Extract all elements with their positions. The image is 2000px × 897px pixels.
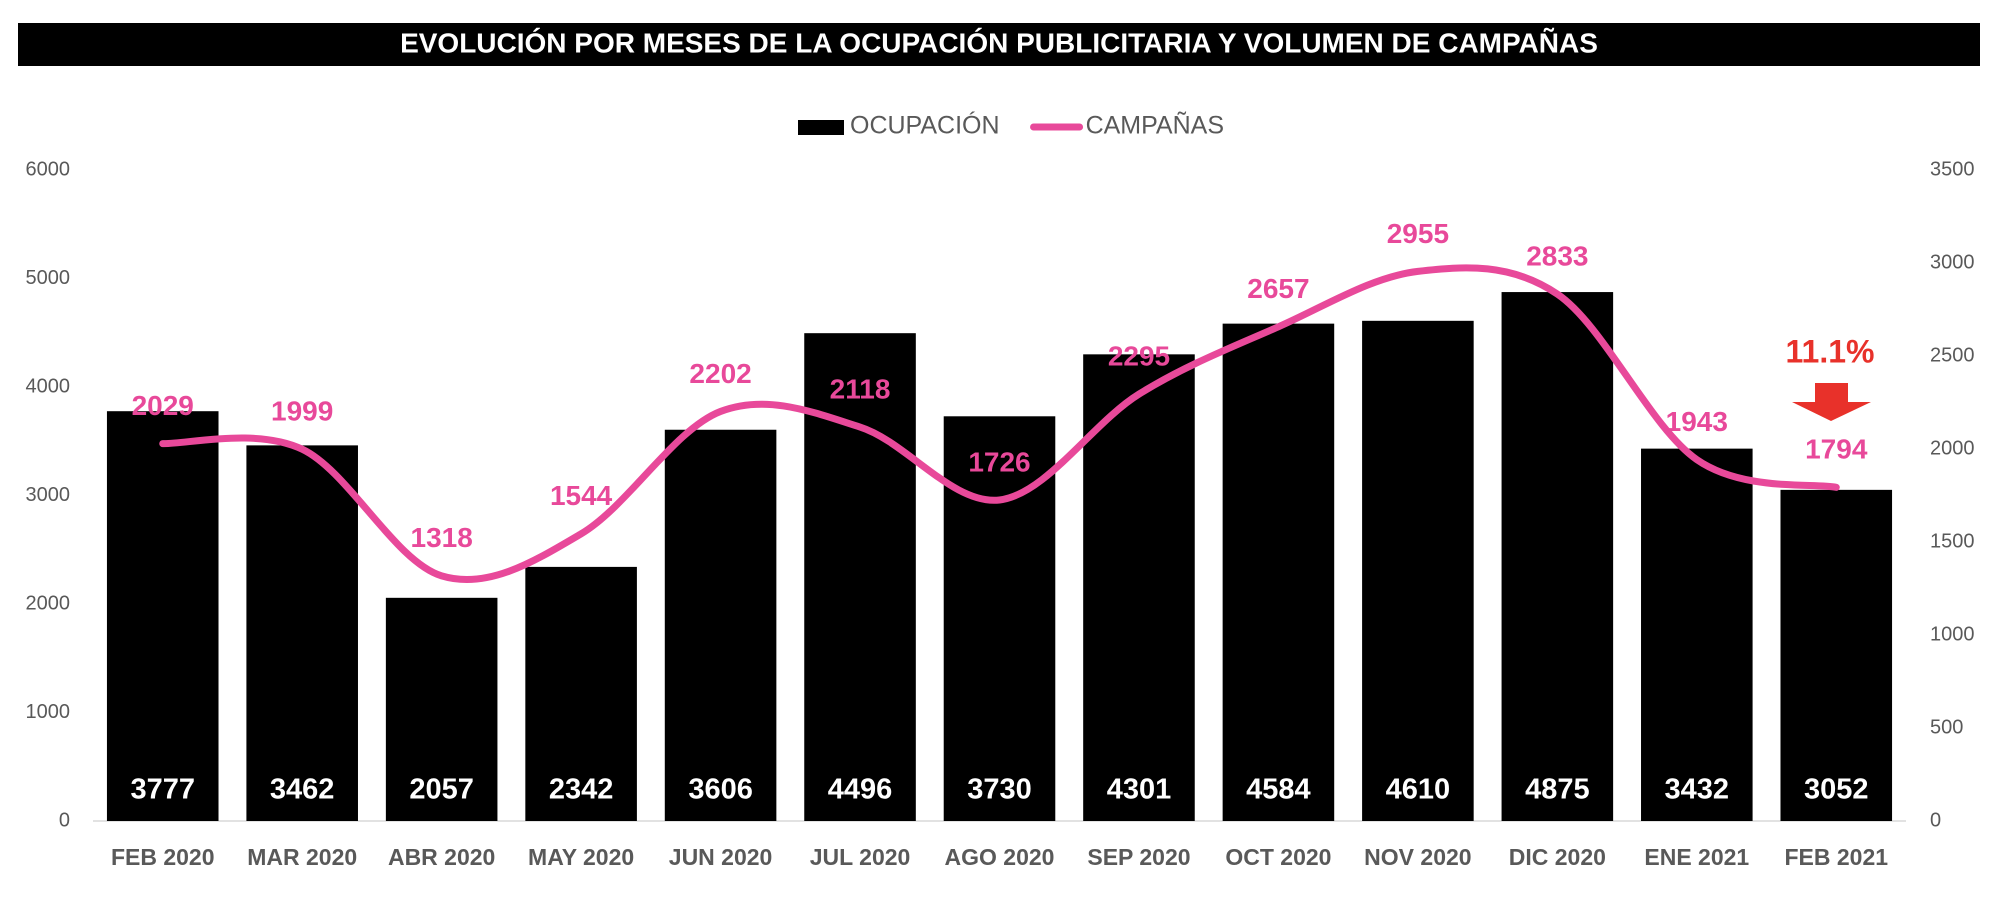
y2-tick-label: 3000 bbox=[1930, 251, 1975, 273]
bar bbox=[1641, 448, 1753, 821]
y-tick-label: 4000 bbox=[26, 375, 71, 397]
x-tick-label: ABR 2020 bbox=[388, 844, 495, 870]
line-value-label: 2295 bbox=[1108, 341, 1170, 372]
bar bbox=[1083, 354, 1195, 821]
y2-tick-label: 0 bbox=[1930, 809, 1941, 831]
x-tick-label: DIC 2020 bbox=[1509, 844, 1606, 870]
line-value-label: 1726 bbox=[968, 446, 1030, 477]
y2-tick-label: 2500 bbox=[1930, 344, 1975, 366]
line-value-label: 2202 bbox=[689, 358, 751, 389]
bar bbox=[246, 445, 358, 821]
x-tick-label: AGO 2020 bbox=[945, 844, 1055, 870]
arrow-shaft bbox=[1815, 383, 1848, 403]
bar-value-label: 2342 bbox=[549, 774, 614, 806]
chart-title: EVOLUCIÓN POR MESES DE LA OCUPACIÓN PUBL… bbox=[400, 27, 1598, 58]
y-tick-label: 2000 bbox=[26, 592, 71, 614]
y-tick-label: 0 bbox=[59, 809, 70, 831]
bar bbox=[1780, 489, 1893, 821]
y-tick-label: 1000 bbox=[26, 701, 71, 723]
legend-label: CAMPAÑAS bbox=[1086, 111, 1224, 140]
bar-value-label: 3777 bbox=[130, 774, 195, 806]
bar bbox=[1222, 323, 1335, 821]
line-value-label: 2955 bbox=[1387, 218, 1449, 249]
bar bbox=[525, 566, 637, 821]
y2-tick-label: 1000 bbox=[1930, 623, 1975, 645]
bar bbox=[1501, 292, 1614, 821]
title-bar bbox=[18, 23, 1980, 66]
bar bbox=[804, 333, 916, 821]
x-tick-label: JUN 2020 bbox=[669, 844, 773, 870]
y2-tick-label: 500 bbox=[1930, 716, 1963, 738]
bar bbox=[1362, 320, 1474, 821]
x-tick-label: SEP 2020 bbox=[1087, 844, 1190, 870]
line-value-label: 1943 bbox=[1666, 406, 1728, 437]
x-tick-label: ENE 2021 bbox=[1644, 844, 1749, 870]
legend-label: OCUPACIÓN bbox=[850, 111, 1000, 140]
x-tick-label: FEB 2020 bbox=[111, 844, 215, 870]
bar-value-label: 4301 bbox=[1107, 774, 1172, 806]
y2-tick-label: 1500 bbox=[1930, 530, 1975, 552]
line-value-label: 1794 bbox=[1805, 434, 1868, 465]
bar-value-label: 3052 bbox=[1804, 774, 1869, 806]
x-tick-label: MAY 2020 bbox=[528, 844, 634, 870]
x-tick-label: OCT 2020 bbox=[1225, 844, 1331, 870]
line-value-label: 2118 bbox=[830, 373, 891, 404]
y-tick-label: 3000 bbox=[26, 484, 71, 506]
line-value-label: 2657 bbox=[1247, 273, 1309, 304]
x-tick-label: NOV 2020 bbox=[1364, 844, 1471, 870]
bar-value-label: 3462 bbox=[270, 774, 335, 806]
line-value-label: 1999 bbox=[271, 396, 333, 427]
bar-value-label: 4875 bbox=[1525, 774, 1590, 806]
arrow-head bbox=[1792, 402, 1871, 421]
bar-value-label: 4610 bbox=[1386, 774, 1451, 806]
x-tick-label: FEB 2021 bbox=[1784, 844, 1888, 870]
line-value-label: 1544 bbox=[550, 480, 613, 511]
x-tick-label: MAR 2020 bbox=[247, 844, 357, 870]
x-tick-label: JUL 2020 bbox=[810, 844, 911, 870]
bar-value-label: 3432 bbox=[1665, 774, 1730, 806]
bar bbox=[385, 597, 498, 821]
bar-value-label: 4496 bbox=[828, 774, 893, 806]
bar-value-label: 4584 bbox=[1246, 774, 1311, 806]
bar-value-label: 3606 bbox=[688, 774, 753, 806]
bar bbox=[106, 411, 219, 821]
line bbox=[159, 264, 1840, 583]
y-tick-label: 5000 bbox=[26, 267, 71, 289]
bar bbox=[664, 429, 777, 821]
line-value-label: 2029 bbox=[132, 390, 194, 421]
bar-value-label: 2057 bbox=[409, 774, 474, 806]
legend-swatch bbox=[798, 120, 844, 135]
y2-tick-label: 3500 bbox=[1930, 158, 1975, 180]
y-tick-label: 6000 bbox=[26, 158, 71, 180]
y2-tick-label: 2000 bbox=[1930, 437, 1975, 459]
line-value-label: 2833 bbox=[1526, 240, 1588, 271]
line-value-label: 1318 bbox=[411, 522, 473, 553]
down-arrow bbox=[1792, 383, 1871, 421]
annotation: 11.1% bbox=[1786, 333, 1875, 369]
bar-value-label: 3730 bbox=[967, 774, 1032, 806]
